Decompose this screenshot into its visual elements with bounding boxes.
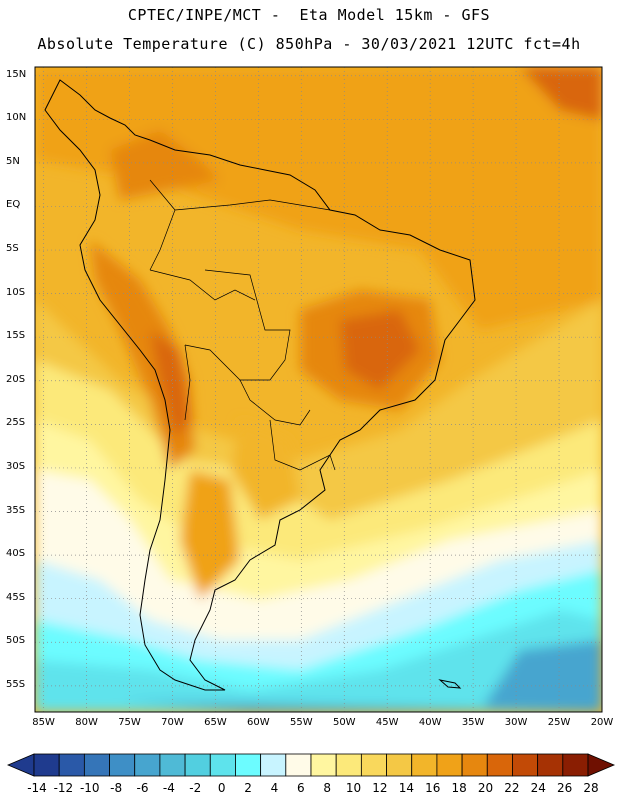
colorbar-tick-label: -6 — [136, 781, 149, 795]
colorbar-swatch — [310, 753, 337, 777]
colorbar-tick-label: 16 — [425, 781, 441, 795]
colorbar-tick-label: 14 — [398, 781, 414, 795]
lon-tick-label: 65W — [204, 717, 227, 728]
lon-tick-label: 40W — [418, 717, 442, 728]
lat-tick-label: 20S — [6, 373, 26, 385]
lon-tick-label: 30W — [504, 717, 528, 728]
colorbar-tick-label: 10 — [345, 781, 362, 795]
colorbar-swatch — [461, 753, 488, 777]
colorbar-arrow-low — [6, 753, 35, 777]
colorbar-swatch — [184, 753, 211, 777]
colorbar-swatch — [386, 753, 413, 777]
lat-tick-label: 15N — [6, 68, 27, 80]
lat-tick-label: 50S — [6, 635, 26, 647]
chart-title: CPTEC/INPE/MCT - Eta Model 15km - GFS — [127, 6, 491, 24]
temperature-field — [35, 67, 602, 712]
colorbar-arrow-high — [587, 753, 616, 777]
colorbar-swatch — [411, 753, 438, 777]
lat-tick-label: 35S — [6, 504, 26, 516]
lat-tick-label: 40S — [6, 548, 26, 560]
colorbar-tick-label: 12 — [372, 781, 388, 795]
lat-tick-label: 45S — [6, 591, 26, 603]
colorbar-swatch — [512, 753, 539, 777]
lon-tick-label: 60W — [247, 717, 270, 728]
colorbar-tick-label: 4 — [270, 781, 279, 795]
colorbar-swatch — [159, 753, 186, 777]
lat-lon-grid — [35, 67, 603, 712]
lon-tick-label: 20W — [590, 717, 614, 728]
colorbar-swatch — [134, 753, 161, 777]
lat-tick-label: 10N — [6, 112, 27, 124]
lon-tick-label: 70W — [161, 717, 184, 728]
chart-subtitle: Absolute Temperature (C) 850hPa - 30/03/… — [37, 35, 581, 53]
colorbar-tick-label: 24 — [530, 781, 546, 795]
lon-tick-label: 25W — [547, 717, 571, 728]
colorbar-tick-label: -14 — [27, 781, 47, 795]
colorbar-swatch — [335, 753, 362, 777]
colorbar-swatch — [58, 753, 85, 777]
lon-tick-label: 55W — [290, 717, 313, 728]
temperature-map — [34, 66, 603, 713]
lat-tick-label: 15S — [6, 330, 26, 342]
colorbar-tick-label: 26 — [556, 781, 573, 795]
colorbar — [6, 753, 616, 777]
colorbar-swatch — [109, 753, 136, 777]
colorbar-swatch — [209, 753, 236, 777]
colorbar-tick-label: 22 — [504, 781, 520, 795]
lat-tick-label: EQ — [6, 199, 21, 211]
colorbar-swatch — [260, 753, 287, 777]
colorbar-tick-label: 8 — [323, 781, 332, 795]
colorbar-tick-label: 2 — [244, 781, 252, 795]
colorbar-tick-label: 18 — [451, 781, 467, 795]
lon-tick-label: 45W — [375, 717, 399, 728]
colorbar-tick-label: -2 — [189, 781, 202, 795]
lon-tick-label: 50W — [332, 717, 356, 728]
colorbar-tick-label: 20 — [477, 781, 494, 795]
colorbar-tick-label: -4 — [162, 781, 175, 795]
lat-tick-label: 10S — [6, 286, 26, 298]
lat-tick-label: 5S — [6, 243, 19, 255]
colorbar-swatch — [562, 753, 589, 777]
colorbar-swatch — [33, 753, 60, 777]
lat-tick-label: 25S — [6, 417, 26, 429]
colorbar-swatch — [235, 753, 262, 777]
lon-tick-label: 75W — [118, 717, 141, 728]
coastlines — [44, 79, 476, 691]
colorbar-tick-label: -12 — [53, 781, 74, 795]
lon-tick-label: 80W — [75, 717, 98, 728]
colorbar-swatch — [486, 753, 513, 777]
colorbar-tick-label: -10 — [79, 781, 100, 795]
lat-tick-label: 5N — [6, 155, 20, 167]
colorbar-swatch — [83, 753, 110, 777]
colorbar-swatch — [537, 753, 564, 777]
country-borders — [149, 179, 336, 471]
colorbar-swatch — [285, 753, 312, 777]
lat-tick-label: 55S — [6, 678, 26, 690]
colorbar-tick-label: 6 — [296, 781, 305, 795]
lat-tick-label: 30S — [6, 460, 26, 472]
plot-frame — [34, 66, 603, 713]
colorbar-tick-label: 28 — [583, 781, 599, 795]
colorbar-swatch — [436, 753, 463, 777]
colorbar-swatch — [360, 753, 387, 777]
lon-tick-label: 85W — [32, 717, 55, 728]
colorbar-tick-label: -8 — [110, 781, 123, 795]
lon-tick-label: 35W — [461, 717, 485, 728]
colorbar-tick-label: 0 — [217, 781, 226, 795]
